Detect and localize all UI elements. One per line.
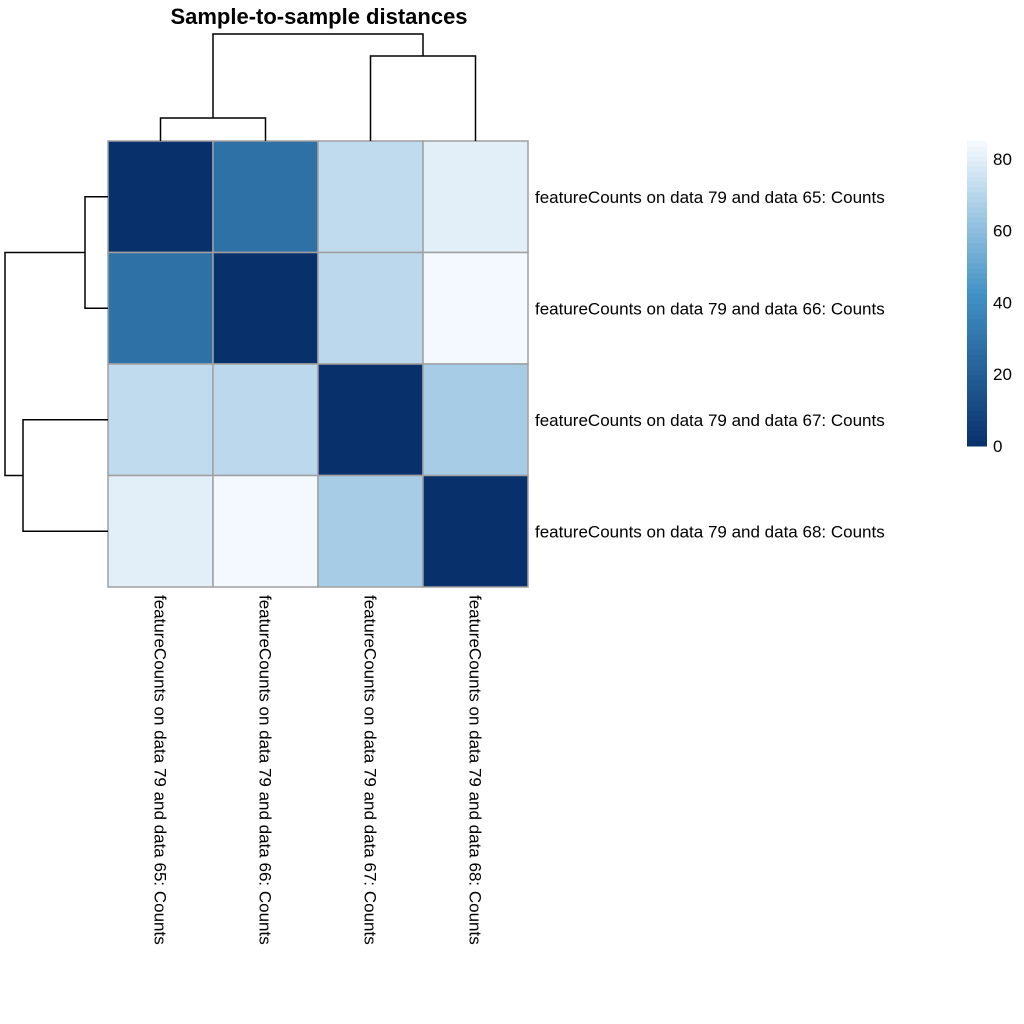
legend-color-step xyxy=(967,313,987,320)
legend-color-step xyxy=(967,227,987,233)
legend-color-step xyxy=(967,196,987,203)
heatmap-cell-r3-c4 xyxy=(422,363,529,477)
legend-color-step xyxy=(967,217,987,223)
legend-color-step xyxy=(967,278,987,284)
legend-color-step xyxy=(967,435,987,442)
legend-color-step xyxy=(967,410,987,416)
heatmap-cell-r1-c1 xyxy=(107,140,214,254)
row-label: featureCounts on data 79 and data 68: Co… xyxy=(535,522,885,541)
heatmap-cell-r1-c2 xyxy=(212,140,319,254)
row-label: featureCounts on data 79 and data 66: Co… xyxy=(535,299,885,318)
column-label: featureCounts on data 79 and data 67: Co… xyxy=(361,595,380,945)
legend-color-step xyxy=(967,390,987,396)
legend-color-step xyxy=(967,293,987,300)
column-label: featureCounts on data 79 and data 68: Co… xyxy=(466,595,485,945)
legend-color-step xyxy=(967,318,987,325)
legend-color-step xyxy=(967,430,987,437)
row-label: featureCounts on data 79 and data 65: Co… xyxy=(535,188,885,207)
legend-color-step xyxy=(967,166,987,172)
row-dendrogram-branch xyxy=(4,251,85,477)
legend-color-step xyxy=(967,288,987,294)
heatmap-cell-r3-c2 xyxy=(212,363,319,477)
heatmap-cell-r4-c3 xyxy=(317,474,424,588)
legend-color-step xyxy=(967,263,987,269)
legend-color-step xyxy=(967,369,987,376)
legend-color-step xyxy=(967,329,987,335)
legend-color-step xyxy=(967,207,987,213)
legend-tick-label: 80 xyxy=(993,150,1012,169)
legend-color-step xyxy=(967,257,987,264)
legend-color-step xyxy=(967,379,987,386)
heatmap-cell-r1-c3 xyxy=(317,140,424,254)
legend-color-step xyxy=(967,232,987,239)
legend-color-step xyxy=(967,252,987,259)
legend-color-step xyxy=(967,186,987,193)
legend-color-step xyxy=(967,359,987,366)
legend-color-step xyxy=(967,171,987,178)
column-dendrogram-branch xyxy=(159,117,267,141)
legend-color-step xyxy=(967,334,987,340)
legend-color-step xyxy=(967,415,987,422)
column-label: featureCounts on data 79 and data 65: Co… xyxy=(151,595,170,945)
legend-color-step xyxy=(967,400,987,406)
chart-title: Sample-to-sample distances xyxy=(170,4,467,29)
legend-color-step xyxy=(967,191,987,198)
heatmap-cell-r1-c4 xyxy=(422,140,529,254)
heatmap-cell-r2-c1 xyxy=(107,251,214,365)
legend-color-step xyxy=(967,425,987,432)
column-label: featureCounts on data 79 and data 66: Co… xyxy=(256,595,275,945)
column-dendrogram-branch xyxy=(369,55,477,141)
legend-color-step xyxy=(967,324,987,330)
legend-color-step xyxy=(967,395,987,401)
legend-color-step xyxy=(967,146,987,152)
heatmap-cell-r2-c4 xyxy=(422,251,529,365)
legend-color-step xyxy=(967,303,987,310)
legend-color-step xyxy=(967,298,987,305)
legend-color-step xyxy=(967,273,987,279)
legend-color-step xyxy=(967,283,987,289)
row-dendrogram-branch xyxy=(84,196,108,309)
legend-color-step xyxy=(967,374,987,381)
legend-color-step xyxy=(967,440,987,447)
row-label: featureCounts on data 79 and data 67: Co… xyxy=(535,411,885,430)
legend-color-step xyxy=(967,349,987,355)
legend-color-step xyxy=(967,141,987,147)
legend-color-step xyxy=(967,156,987,162)
legend-color-step xyxy=(967,181,987,188)
heatmap-cell-r3-c1 xyxy=(107,363,214,477)
row-dendrogram-branch xyxy=(22,419,108,532)
legend-color-step xyxy=(967,268,987,274)
legend-color-step xyxy=(967,385,987,391)
legend-color-step xyxy=(967,364,987,371)
legend-color-step xyxy=(967,237,987,244)
legend-color-step xyxy=(967,161,987,167)
heatmap-cell-r4-c2 xyxy=(212,474,319,588)
legend-color-step xyxy=(967,151,987,157)
legend-tick-label: 20 xyxy=(993,365,1012,384)
legend-tick-label: 60 xyxy=(993,222,1012,241)
legend-color-step xyxy=(967,222,987,228)
legend-color-step xyxy=(967,176,987,183)
legend-color-step xyxy=(967,247,987,254)
legend-tick-label: 0 xyxy=(993,437,1002,456)
legend-color-step xyxy=(967,202,987,208)
heatmap-cell-r3-c3 xyxy=(317,363,424,477)
heatmap-cell-r4-c1 xyxy=(107,474,214,588)
legend-color-step xyxy=(967,308,987,315)
legend-color-step xyxy=(967,242,987,249)
column-dendrogram-branch xyxy=(212,33,424,118)
legend-color-step xyxy=(967,420,987,427)
legend-color-step xyxy=(967,354,987,361)
heatmap-cell-r2-c2 xyxy=(212,251,319,365)
heatmap-cell-r2-c3 xyxy=(317,251,424,365)
legend-color-step xyxy=(967,339,987,345)
legend-tick-label: 40 xyxy=(993,293,1012,312)
legend-color-step xyxy=(967,212,987,218)
heatmap-cell-r4-c4 xyxy=(422,474,529,588)
legend-color-step xyxy=(967,405,987,411)
legend-color-step xyxy=(967,344,987,350)
